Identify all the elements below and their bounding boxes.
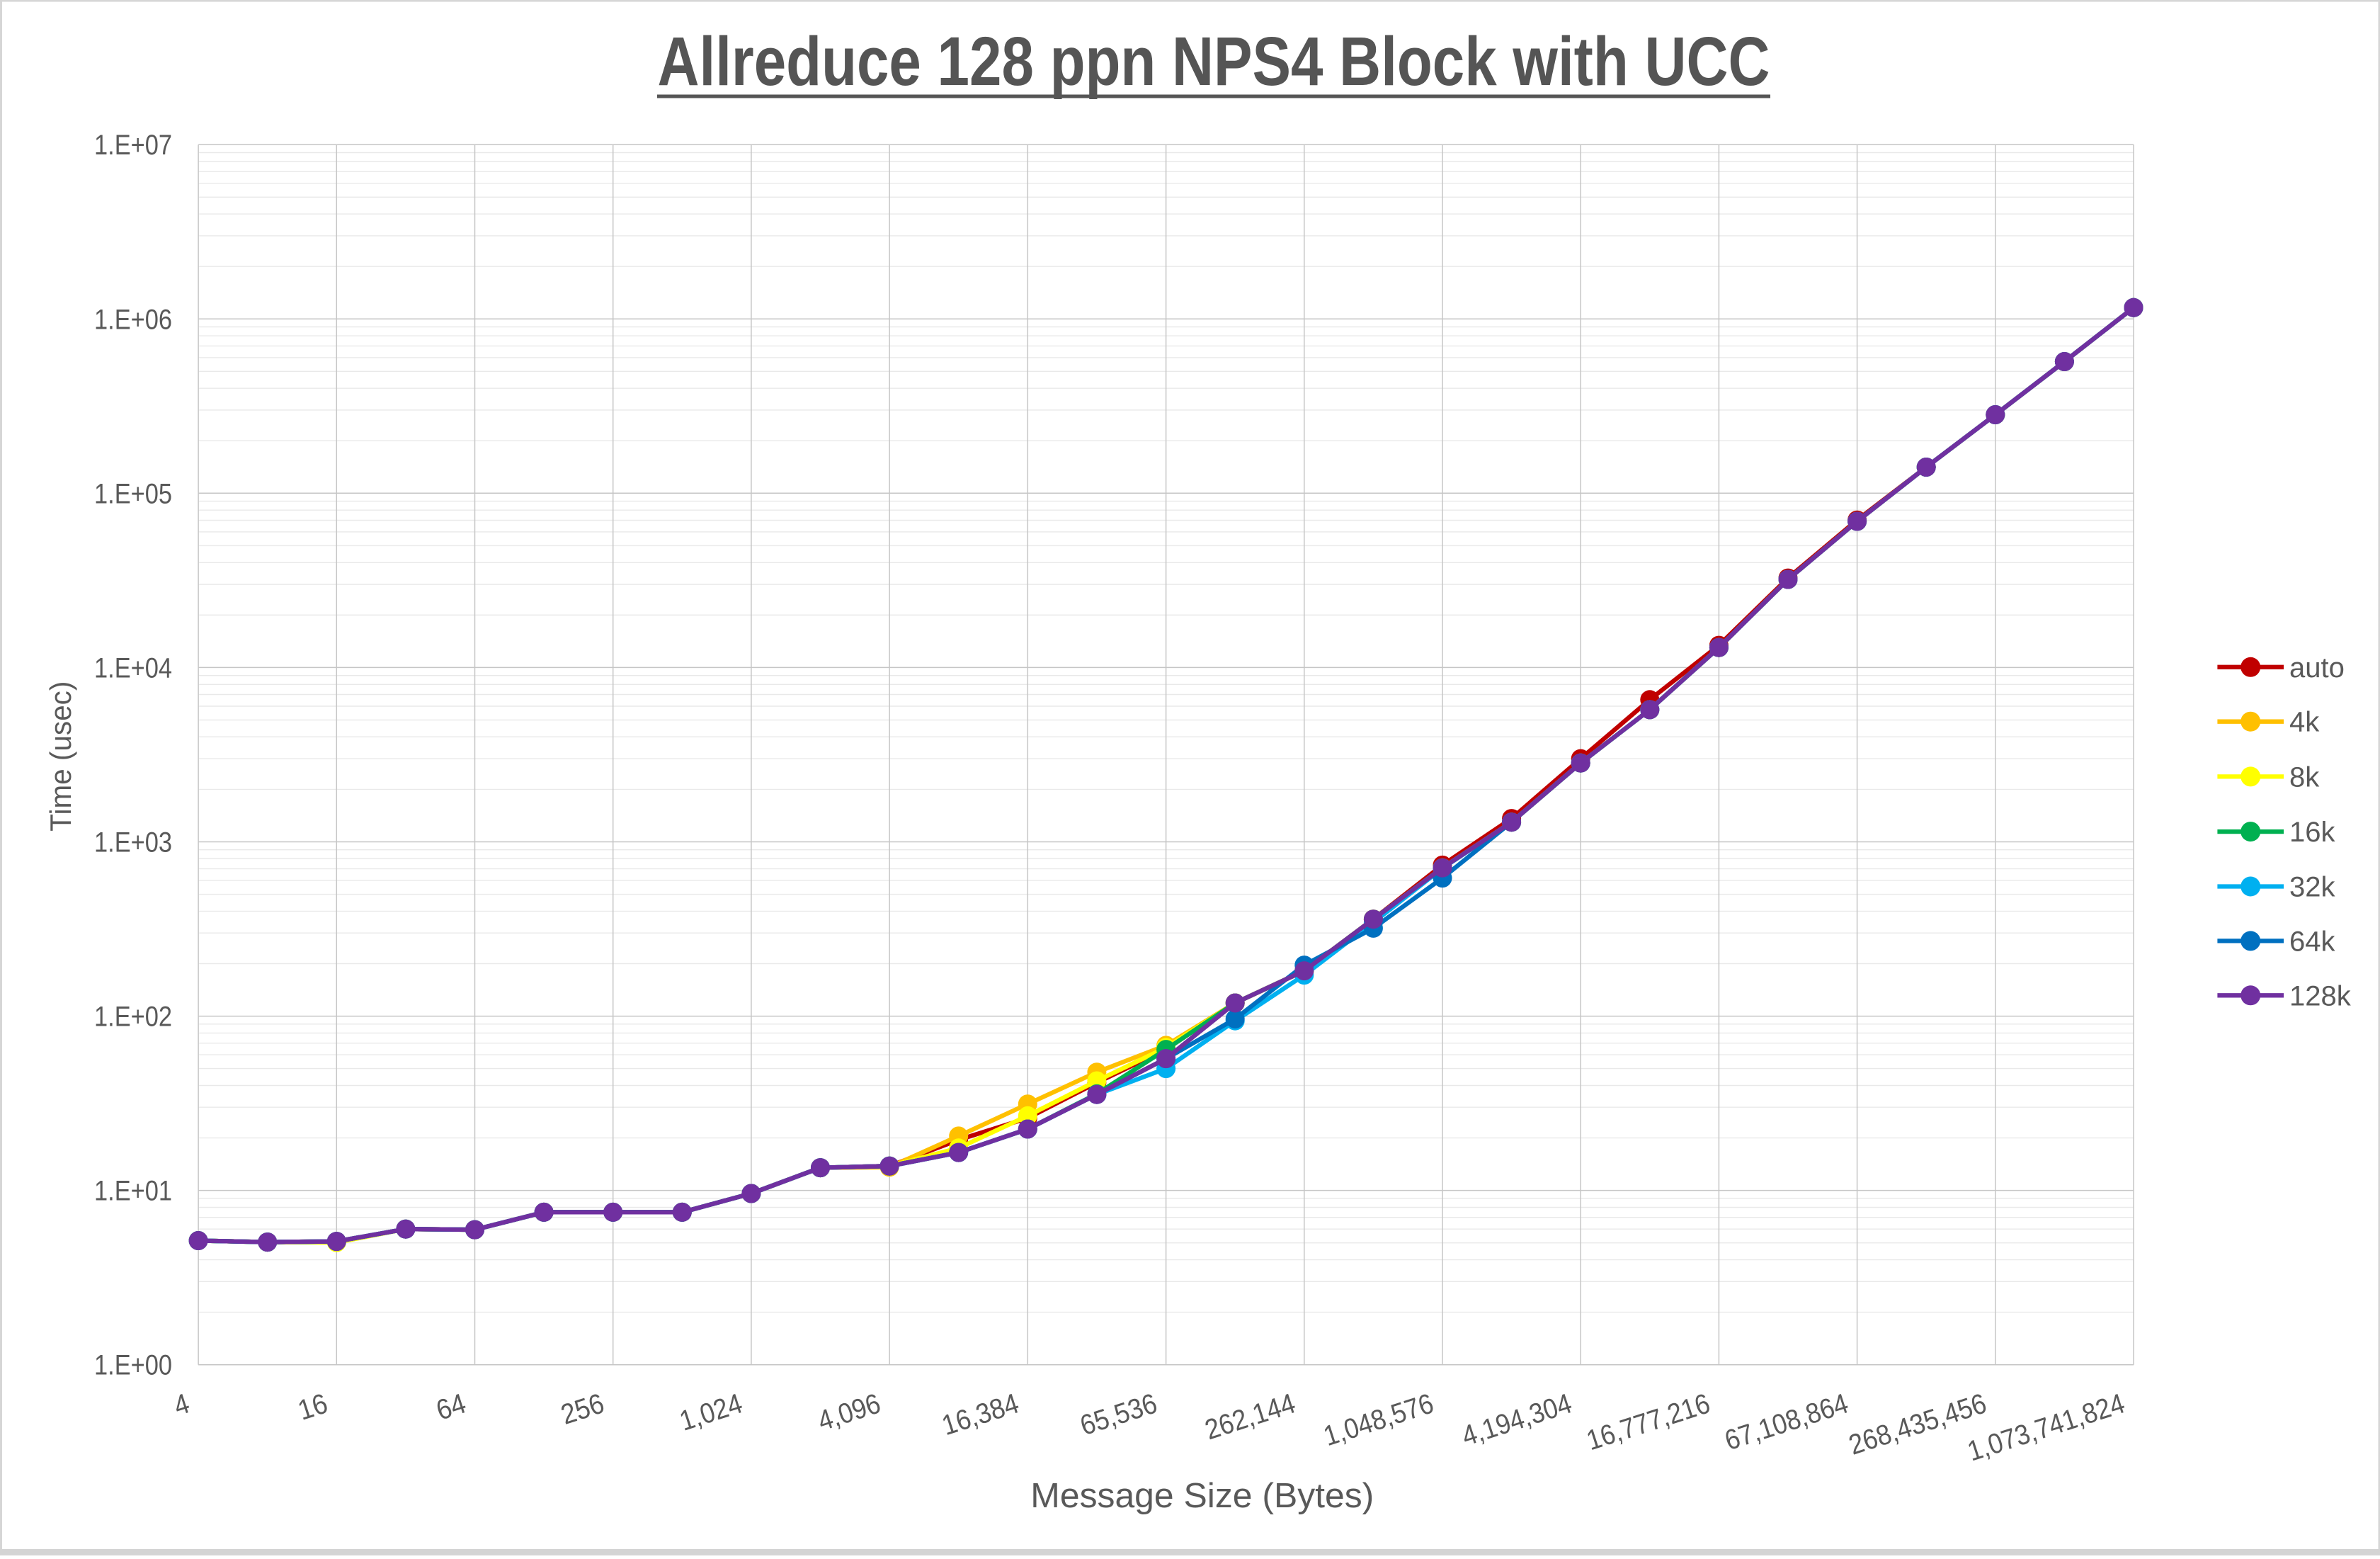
svg-text:32k: 32k [2289,872,2335,903]
svg-text:Allreduce 128 ppn NPS4 Block w: Allreduce 128 ppn NPS4 Block with UCC [658,23,1770,100]
svg-text:auto: auto [2289,652,2345,684]
svg-text:Time (usec): Time (usec) [44,681,77,832]
svg-text:1.E+05: 1.E+05 [94,478,172,509]
svg-text:64k: 64k [2289,926,2335,957]
svg-text:1.E+04: 1.E+04 [94,652,172,684]
svg-text:Message Size (Bytes): Message Size (Bytes) [1030,1477,1374,1515]
svg-text:8k: 8k [2289,761,2320,793]
svg-text:4k: 4k [2289,707,2320,738]
svg-text:1.E+06: 1.E+06 [94,304,172,335]
svg-text:1.E+03: 1.E+03 [94,827,172,858]
svg-text:128k: 128k [2289,980,2352,1011]
svg-text:1.E+00: 1.E+00 [94,1350,172,1381]
svg-text:1.E+01: 1.E+01 [94,1176,172,1207]
svg-text:1.E+07: 1.E+07 [94,130,172,161]
svg-text:1.E+02: 1.E+02 [94,1002,172,1033]
svg-text:16k: 16k [2289,817,2335,848]
